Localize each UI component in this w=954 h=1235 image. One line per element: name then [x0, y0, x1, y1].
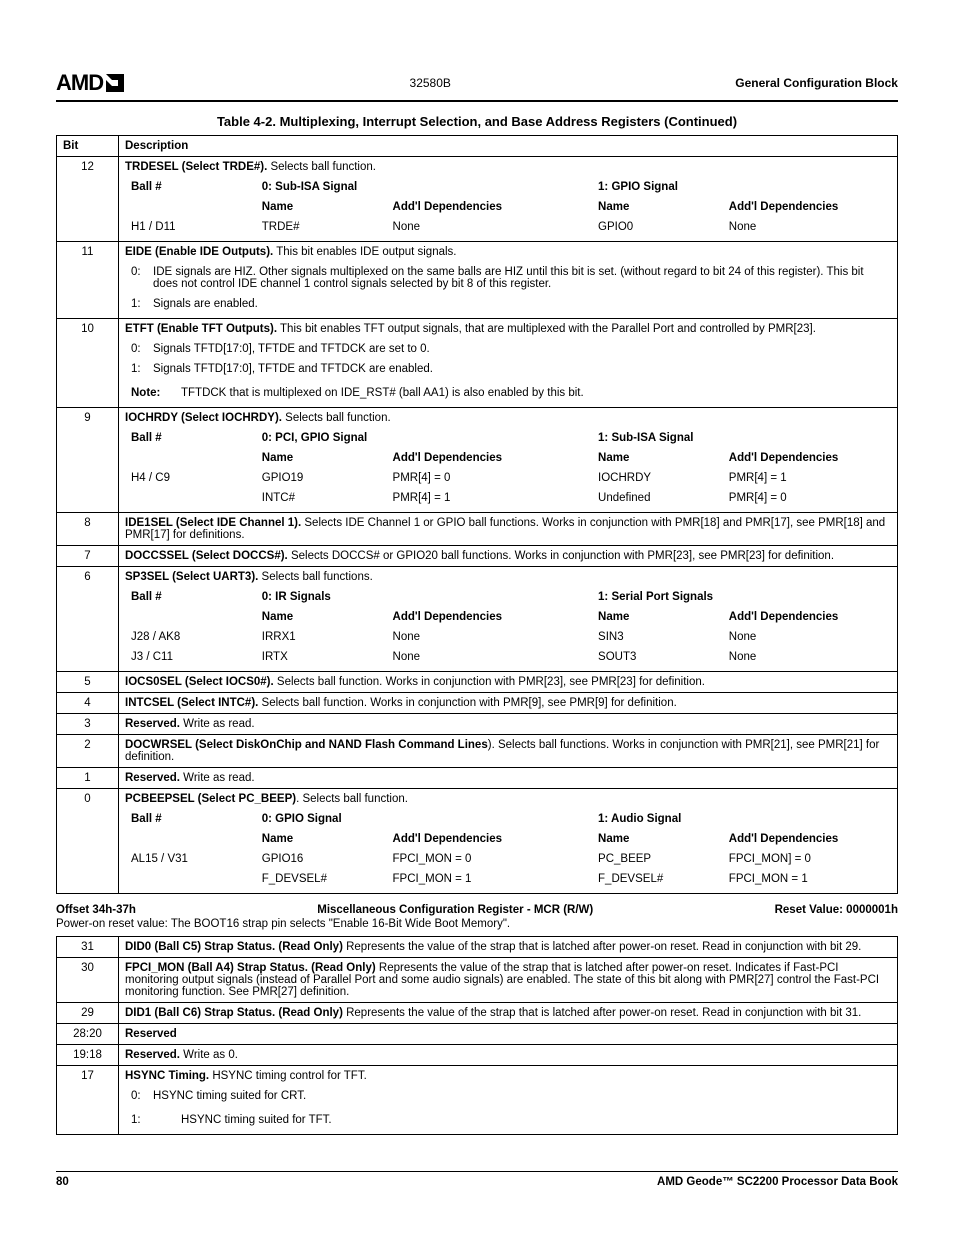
table-row: 9 IOCHRDY (Select IOCHRDY). Selects ball…: [57, 408, 898, 513]
table-row: 2DOCWRSEL (Select DiskOnChip and NAND Fl…: [57, 735, 898, 768]
table-row: 28:20Reserved: [57, 1024, 898, 1045]
table-row: 29DID1 (Ball C6) Strap Status. (Read Onl…: [57, 1003, 898, 1024]
table-row: 5IOCS0SEL (Select IOCS0#). Selects ball …: [57, 672, 898, 693]
amd-arrow-icon: [105, 73, 125, 93]
table-row: 3Reserved. Write as read.: [57, 714, 898, 735]
page-header: AMD 32580B General Configuration Block: [56, 70, 898, 102]
table-row: 17 HSYNC Timing. HSYNC timing control fo…: [57, 1066, 898, 1135]
logo-text: AMD: [56, 70, 103, 96]
book-title: AMD Geode™ SC2200 Processor Data Book: [657, 1176, 898, 1188]
col-bit: Bit: [57, 136, 119, 157]
signal-table: Ball # 0: Sub-ISA Signal 1: GPIO Signal …: [125, 177, 891, 237]
signal-table: Ball # 0: IR Signals 1: Serial Port Sign…: [125, 587, 891, 667]
table-row: 4INTCSEL (Select INTC#). Selects ball fu…: [57, 693, 898, 714]
signal-table: Ball # 0: PCI, GPIO Signal 1: Sub-ISA Si…: [125, 428, 891, 508]
table-row: 8 IDE1SEL (Select IDE Channel 1). Select…: [57, 513, 898, 546]
table-row: 30FPCI_MON (Ball A4) Strap Status. (Read…: [57, 958, 898, 1003]
col-desc: Description: [119, 136, 898, 157]
table-row: 12 TRDESEL (Select TRDE#). Selects ball …: [57, 157, 898, 242]
table-row: 7 DOCCSSEL (Select DOCCS#). Selects DOCC…: [57, 546, 898, 567]
signal-table: Ball # 0: GPIO Signal 1: Audio Signal Na…: [125, 809, 891, 889]
table-row: 10 ETFT (Enable TFT Outputs). This bit e…: [57, 319, 898, 408]
table-row: 1Reserved. Write as read.: [57, 768, 898, 789]
table-row: 19:18Reserved. Write as 0.: [57, 1045, 898, 1066]
section-title: General Configuration Block: [735, 76, 898, 90]
table-row: 11 EIDE (Enable IDE Outputs). This bit e…: [57, 242, 898, 319]
table-row: 31DID0 (Ball C5) Strap Status. (Read Onl…: [57, 937, 898, 958]
register-table-2: 31DID0 (Ball C5) Strap Status. (Read Onl…: [56, 936, 898, 1135]
table-caption: Table 4-2. Multiplexing, Interrupt Selec…: [56, 114, 898, 129]
page-number: 80: [56, 1176, 69, 1188]
table-row: 6 SP3SEL (Select UART3). Selects ball fu…: [57, 567, 898, 672]
page-footer: 80 AMD Geode™ SC2200 Processor Data Book: [56, 1171, 898, 1188]
register-table-1: Bit Description 12 TRDESEL (Select TRDE#…: [56, 135, 898, 894]
doc-id: 32580B: [410, 76, 451, 90]
por-note: Power-on reset value: The BOOT16 strap p…: [56, 918, 898, 930]
table-row: 0 PCBEEPSEL (Select PC_BEEP). Selects ba…: [57, 789, 898, 894]
amd-logo: AMD: [56, 70, 125, 96]
offset-header: Offset 34h-37h Miscellaneous Configurati…: [56, 904, 898, 916]
